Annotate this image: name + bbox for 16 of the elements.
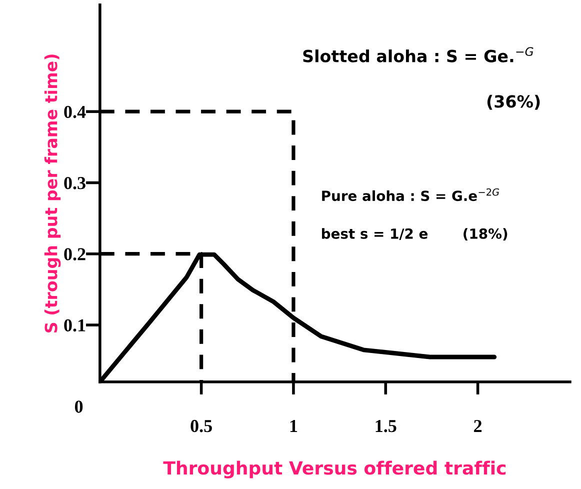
annotation: Slotted aloha : S = Ge.$^{−G}$: [303, 47, 534, 62]
y-axis-title: S (trough put per frame time): [44, 54, 61, 332]
y-tick-label: 0.2: [64, 248, 86, 260]
annotation: best s = 1/2 e: [322, 228, 428, 240]
annotation: Pure aloha : S = G.e$^{−2G}$: [322, 188, 500, 202]
annotation: (18%): [464, 228, 508, 241]
y-tick-label: 0.4: [64, 106, 86, 118]
text: 0: [74, 400, 83, 413]
y-tick-label: 0.1: [64, 319, 86, 332]
x-tick-label: 1: [290, 420, 298, 432]
y-tick-label: 0.3: [64, 176, 86, 190]
x-tick-label: 2: [474, 420, 482, 432]
x-axis-title: Throughput Versus offered traffic: [163, 460, 506, 478]
x-tick-label: 1.5: [376, 420, 396, 432]
annotation: (36%): [487, 94, 540, 110]
x-tick-label: 0.5: [190, 420, 212, 432]
